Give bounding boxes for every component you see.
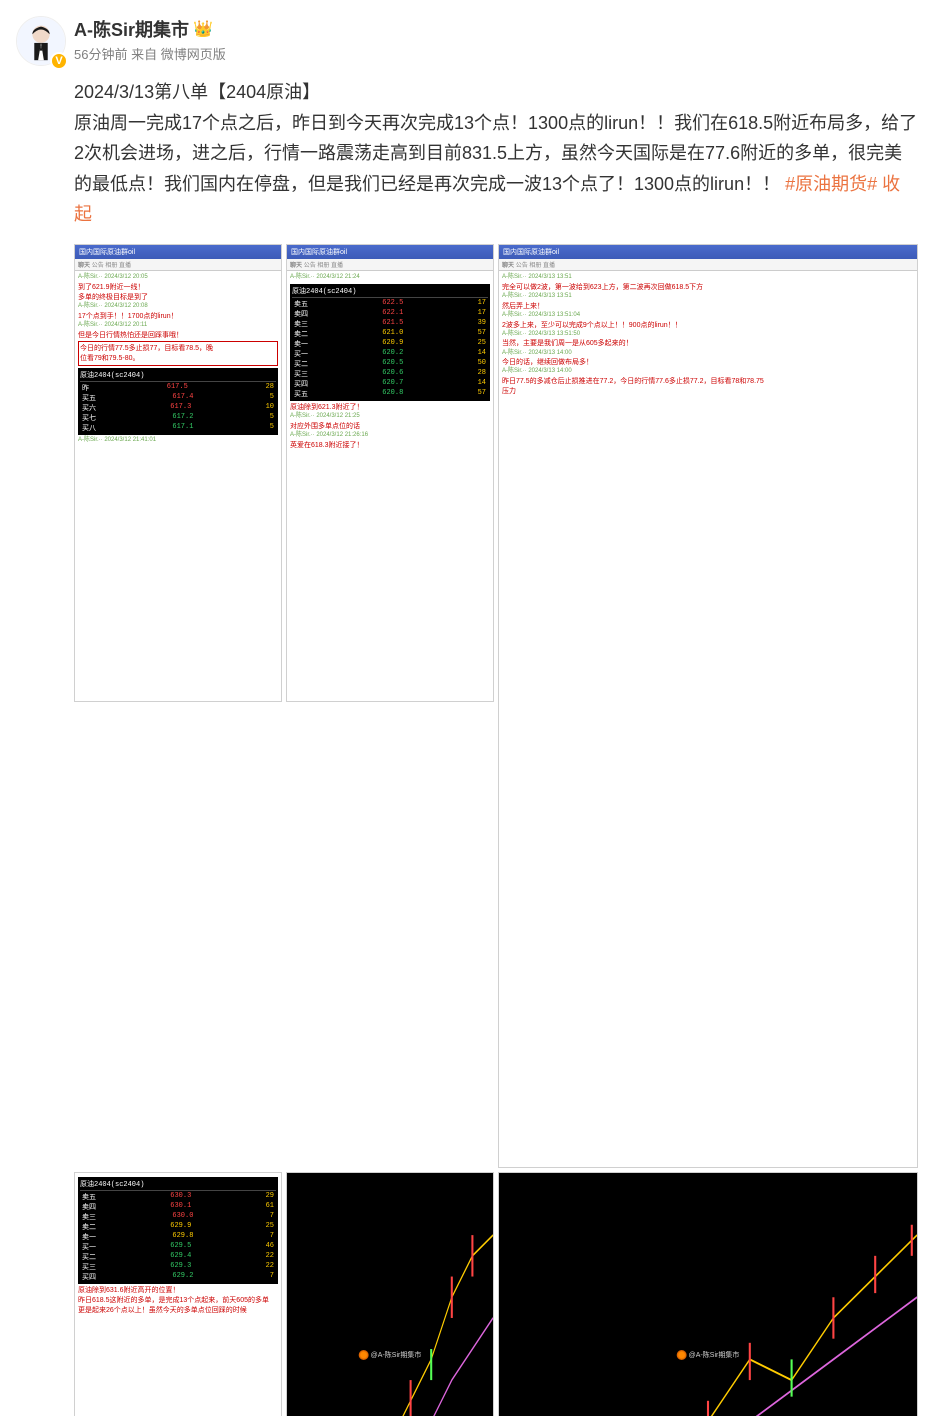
weibo-icon bbox=[677, 1350, 687, 1360]
verified-badge: V bbox=[50, 52, 68, 70]
post-time[interactable]: 56分钟前 bbox=[74, 47, 127, 62]
weibo-icon bbox=[359, 1350, 369, 1360]
post-main: A-陈Sir期集市 👑 56分钟前 来自 微博网页版 2024/3/13第八单【… bbox=[74, 16, 918, 1416]
source-link[interactable]: 微博网页版 bbox=[161, 47, 226, 62]
image-1[interactable]: 国内国际原油群oil 聊天 公告 相册 直播 A-陈Sir.·· 2024/3/… bbox=[74, 244, 282, 702]
post-meta: 56分钟前 来自 微博网页版 bbox=[74, 44, 918, 63]
hashtag-link[interactable]: #原油期货# bbox=[785, 174, 877, 194]
weibo-post: V A-陈Sir期集市 👑 56分钟前 来自 微博网页版 2024/3/13第八… bbox=[0, 0, 934, 1416]
avatar-column: V bbox=[16, 16, 74, 1416]
from-label: 来自 bbox=[131, 47, 157, 62]
crown-icon: 👑 bbox=[193, 19, 213, 39]
quote-table-3: 原油2404(sc2404) 卖五630.329卖四630.161卖三630.0… bbox=[78, 1177, 278, 1284]
image-3[interactable]: 国内国际原油群oil 聊天 公告 相册 直播 A-陈Sir.·· 2024/3/… bbox=[498, 244, 918, 1168]
image-5-kline[interactable]: @A-陈Sir期集市 618.5再多 bbox=[286, 1172, 494, 1416]
image-grid: 国内国际原油群oil 聊天 公告 相册 直播 A-陈Sir.·· 2024/3/… bbox=[74, 244, 918, 1416]
image-6-kline[interactable]: @A-陈Sir期集市 77.6多原油 @陈Sir的星计划 bbox=[498, 1172, 918, 1416]
quote-table-2: 原油2404(sc2404) 卖五622.517卖四622.117卖三621.5… bbox=[290, 284, 490, 401]
image-4[interactable]: 原油2404(sc2404) 卖五630.329卖四630.161卖三630.0… bbox=[74, 1172, 282, 1416]
quote-table-1: 原油2404(sc2404) 昨617.528买五617.45买六617.310… bbox=[78, 368, 278, 435]
content-line1: 2024/3/13第八单【2404原油】 bbox=[74, 77, 918, 108]
chat-header: 国内国际原油群oil bbox=[75, 245, 281, 259]
username[interactable]: A-陈Sir期集市 bbox=[74, 16, 189, 42]
post-content: 2024/3/13第八单【2404原油】 原油周一完成17个点之后，昨日到今天再… bbox=[74, 77, 918, 230]
image-2[interactable]: 国内国际原油群oil 聊天 公告 相册 直播 A-陈Sir.·· 2024/3/… bbox=[286, 244, 494, 702]
